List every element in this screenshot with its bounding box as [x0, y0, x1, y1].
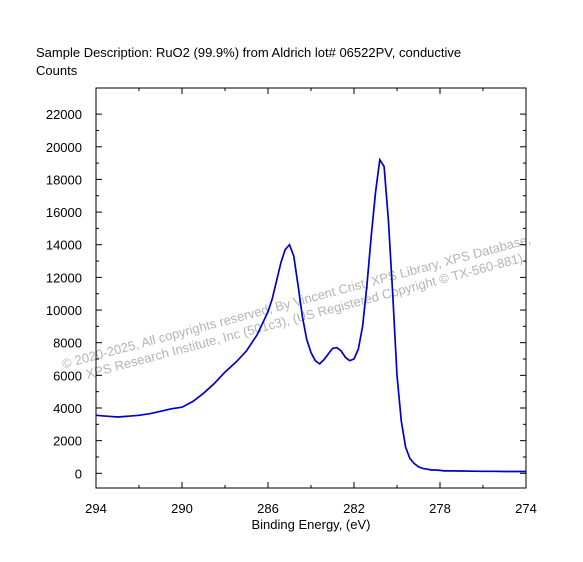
y-tick-label: 2000: [53, 434, 82, 449]
x-tick-label: 290: [171, 501, 193, 516]
y-tick-label: 6000: [53, 368, 82, 383]
x-tick-label: 282: [343, 501, 365, 516]
y-tick-label: 0: [75, 466, 82, 481]
spectrum-line: [95, 157, 526, 473]
y-tick-label: 22000: [46, 107, 82, 122]
y-tick-label: 18000: [46, 172, 82, 187]
x-axis-label: Binding Energy, (eV): [252, 517, 371, 532]
y-tick-label: 4000: [53, 401, 82, 416]
y-tick-label: 12000: [46, 270, 82, 285]
y-tick-label: 16000: [46, 205, 82, 220]
x-tick-label: 294: [85, 501, 107, 516]
sample-description: Sample Description: RuO2 (99.9%) from Al…: [36, 45, 462, 60]
watermark-line-2: XPS Research Institute, Inc (501c3), (US…: [84, 250, 524, 381]
x-tick-label: 286: [257, 501, 279, 516]
watermark-line-1: © 2020-2025, All copyrights reserved, By…: [60, 232, 532, 372]
y-tick-label: 20000: [46, 140, 82, 155]
plot-frame: [95, 87, 527, 489]
y-tick-label: 8000: [53, 336, 82, 351]
x-tick-label: 274: [515, 501, 537, 516]
copyright-watermark: © 2020-2025, All copyrights reserved, By…: [60, 232, 532, 382]
y-tick-label: 14000: [46, 238, 82, 253]
x-tick-label: 278: [429, 501, 451, 516]
y-axis-label: Counts: [36, 63, 78, 78]
y-tick-label: 10000: [46, 303, 82, 318]
